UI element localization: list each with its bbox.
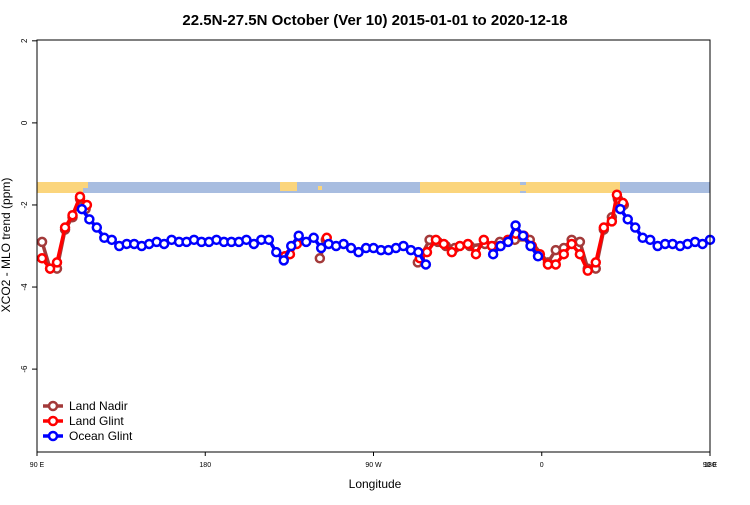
- point: [629, 222, 641, 233]
- point: [478, 234, 490, 246]
- point: [550, 259, 562, 270]
- point: [644, 234, 656, 246]
- point: [106, 234, 118, 246]
- point: [271, 246, 282, 258]
- point: [495, 240, 506, 252]
- point: [76, 203, 88, 215]
- point: [582, 265, 593, 276]
- point: [590, 257, 602, 268]
- legend-marker: [47, 430, 59, 442]
- x-tick-label: 90 W: [365, 462, 382, 469]
- point: [67, 209, 78, 221]
- legend-label: Land Nadir: [69, 399, 128, 413]
- point: [263, 234, 275, 246]
- legend-marker: [47, 415, 59, 427]
- legend-marker: [47, 400, 59, 412]
- point: [36, 253, 48, 264]
- legend-label: Ocean Glint: [69, 429, 133, 443]
- x-tick-label: 180: [704, 462, 716, 469]
- y-tick-label: 2: [20, 38, 29, 43]
- x-axis-label: Longitude: [349, 477, 402, 491]
- plot-frame: [36, 39, 711, 453]
- point: [91, 222, 103, 233]
- x-tick-label: 180: [199, 462, 211, 469]
- point: [438, 238, 450, 250]
- point: [36, 236, 48, 248]
- point: [532, 251, 544, 262]
- point: [517, 230, 529, 241]
- point: [421, 246, 433, 258]
- point: [158, 238, 170, 250]
- point: [615, 203, 626, 215]
- point: [59, 222, 71, 233]
- point: [84, 214, 95, 225]
- point: [566, 238, 577, 250]
- point: [51, 257, 63, 268]
- x-tick-label: 90 E: [703, 462, 718, 469]
- point: [598, 222, 610, 233]
- series: [76, 203, 716, 270]
- point: [74, 191, 86, 203]
- point: [338, 238, 349, 250]
- point: [574, 248, 586, 260]
- point: [413, 246, 424, 258]
- point: [502, 236, 514, 248]
- point: [293, 230, 304, 241]
- map-strip: [37, 182, 710, 193]
- y-tick-label: -2: [20, 201, 29, 209]
- point: [345, 242, 357, 254]
- point: [622, 214, 633, 225]
- point: [314, 253, 326, 264]
- point: [420, 259, 432, 270]
- chart-title: 22.5N-27.5N October (Ver 10) 2015-01-01 …: [182, 12, 567, 29]
- point: [470, 248, 482, 260]
- y-tick-label: -4: [20, 283, 29, 291]
- point: [398, 240, 409, 252]
- x-tick-label: 90 E: [30, 462, 45, 469]
- legend-label: Land Glint: [69, 414, 124, 428]
- point: [315, 242, 327, 254]
- point: [611, 189, 623, 200]
- point: [446, 246, 458, 258]
- x-tick-label: 0: [540, 462, 544, 469]
- point: [248, 238, 260, 250]
- point: [44, 263, 56, 274]
- point: [525, 240, 536, 252]
- y-tick-label: 0: [20, 120, 29, 125]
- point: [550, 244, 562, 256]
- point: [462, 238, 474, 250]
- point: [430, 234, 442, 246]
- point: [308, 232, 319, 244]
- plot: [36, 189, 716, 276]
- point: [285, 240, 297, 252]
- point: [241, 234, 252, 246]
- point: [697, 238, 708, 250]
- point: [300, 236, 312, 248]
- point: [278, 255, 290, 266]
- point: [606, 216, 618, 227]
- point: [353, 246, 364, 258]
- point: [574, 236, 586, 248]
- point: [558, 248, 570, 260]
- y-tick-label: -6: [20, 365, 29, 373]
- point: [454, 240, 466, 252]
- y-axis-label: XCO2 - MLO trend (ppm): [0, 178, 13, 313]
- point: [510, 220, 521, 231]
- point: [487, 248, 499, 260]
